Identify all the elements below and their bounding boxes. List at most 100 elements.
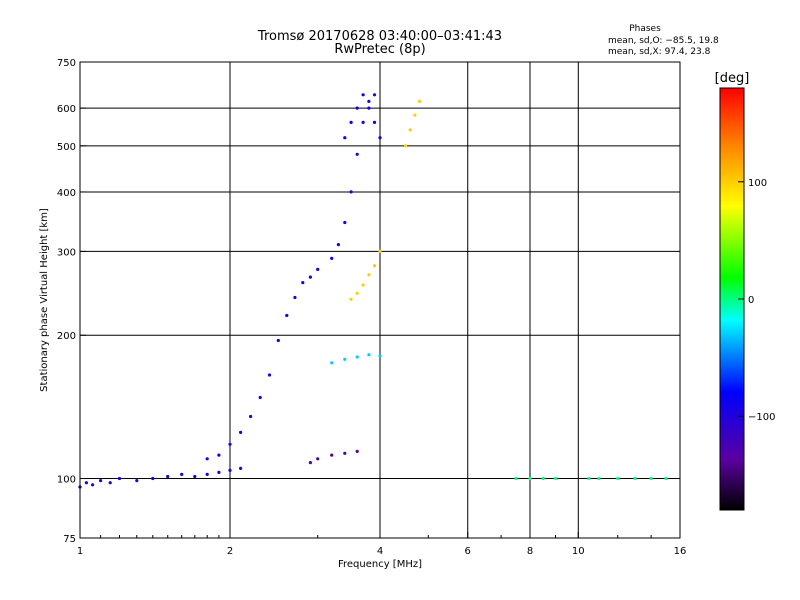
data-point	[403, 144, 408, 148]
colorbar-tick-label: −100	[748, 412, 775, 423]
grid-lines	[80, 62, 680, 538]
y-tick-label: 100	[57, 475, 76, 486]
data-point	[408, 128, 412, 132]
y-tick-label: 750	[57, 58, 76, 69]
data-point	[343, 451, 347, 455]
data-point	[361, 93, 365, 97]
series-sporadic-high-frequency-echoes	[514, 476, 668, 481]
data-point	[367, 353, 371, 357]
data-point	[166, 474, 170, 479]
y-tick-label: 600	[57, 104, 76, 115]
series-low-frequency-deep-blue	[308, 449, 359, 465]
data-point	[205, 457, 209, 461]
data-point	[355, 355, 359, 359]
data-point	[267, 373, 272, 377]
series-o-mode-low-layer	[78, 466, 243, 489]
data-point	[367, 273, 371, 277]
data-point	[349, 190, 353, 194]
x-tick-label: 2	[227, 546, 233, 557]
data-point	[91, 483, 95, 487]
data-point	[249, 414, 253, 419]
data-point	[361, 283, 365, 287]
data-point	[417, 99, 422, 103]
data-point	[180, 472, 184, 476]
data-point	[330, 361, 334, 365]
data-point	[616, 476, 620, 481]
data-point	[293, 295, 297, 300]
data-point	[239, 430, 243, 434]
data-point	[239, 466, 243, 470]
data-point	[108, 481, 112, 485]
data-point	[355, 449, 359, 453]
stats-line-x: mean, sd,X: 97.4, 23.8	[608, 47, 711, 57]
x-tick-label: 10	[572, 546, 585, 557]
y-tick-label: 300	[57, 247, 76, 258]
y-tick-label: 200	[57, 331, 76, 342]
data-point	[587, 476, 591, 481]
x-tick-label: 4	[377, 546, 383, 557]
data-point	[367, 106, 371, 110]
series-echoes-near-180-km	[330, 353, 382, 365]
data-point	[355, 152, 359, 156]
data-point	[217, 470, 221, 474]
data-point	[514, 476, 518, 481]
data-point	[528, 476, 532, 481]
data-point	[301, 281, 305, 285]
y-tick-label: 75	[63, 534, 76, 545]
data-point	[336, 243, 340, 247]
data-point	[343, 136, 347, 140]
data-point	[308, 275, 312, 279]
data-point	[330, 453, 334, 457]
x-axis-ticks: 1 2 4 6 8 10 16	[77, 532, 687, 557]
data-point	[664, 476, 668, 481]
data-point	[276, 338, 280, 343]
colorbar-tick-label: 0	[748, 295, 754, 306]
data-point	[99, 479, 103, 483]
data-point	[541, 476, 545, 481]
data-point	[316, 267, 320, 271]
y-axis-ticks: 75 100 200 300 400 500 600 750	[57, 58, 86, 545]
data-point	[355, 291, 359, 295]
data-point	[349, 120, 353, 124]
data-point	[349, 297, 353, 301]
data-point	[597, 476, 601, 481]
chart-title: Tromsø 20170628 03:40:00–03:41:43	[257, 29, 502, 44]
data-point	[228, 468, 232, 472]
data-point	[205, 472, 209, 476]
data-point	[330, 256, 334, 260]
data-point	[378, 136, 382, 140]
data-point	[413, 113, 417, 117]
data-point	[316, 457, 320, 461]
data-points	[78, 93, 668, 489]
chart-subtitle: RwPretec (8p)	[334, 42, 425, 57]
data-point	[372, 264, 377, 268]
data-point	[117, 476, 122, 481]
data-point	[193, 474, 197, 479]
series-o-mode-f2-cusp	[343, 93, 382, 140]
data-point	[228, 442, 232, 446]
x-tick-label: 16	[674, 546, 687, 557]
data-point	[372, 93, 377, 97]
x-axis-label: Frequency [MHz]	[338, 559, 422, 570]
y-axis-label: Stationary phase Virtual Height [km]	[39, 208, 50, 392]
stats-line-o: mean, sd,O: −85.5, 19.8	[608, 36, 719, 46]
data-point	[343, 220, 347, 225]
data-point	[308, 461, 312, 465]
data-point	[135, 479, 139, 483]
data-point	[378, 249, 382, 253]
y-tick-label: 400	[57, 188, 76, 199]
data-point	[378, 354, 382, 358]
data-point	[258, 395, 262, 400]
data-point	[633, 476, 637, 481]
x-tick-label: 8	[527, 546, 533, 557]
data-point	[367, 99, 371, 103]
data-point	[217, 453, 221, 457]
data-point	[285, 313, 289, 318]
data-point	[361, 120, 365, 124]
stats-header: Phases	[629, 24, 661, 34]
data-point	[343, 357, 347, 361]
colorbar-tick-label: 100	[748, 178, 767, 189]
y-tick-label: 500	[57, 142, 76, 153]
colorbar-label: [deg]	[715, 71, 750, 86]
